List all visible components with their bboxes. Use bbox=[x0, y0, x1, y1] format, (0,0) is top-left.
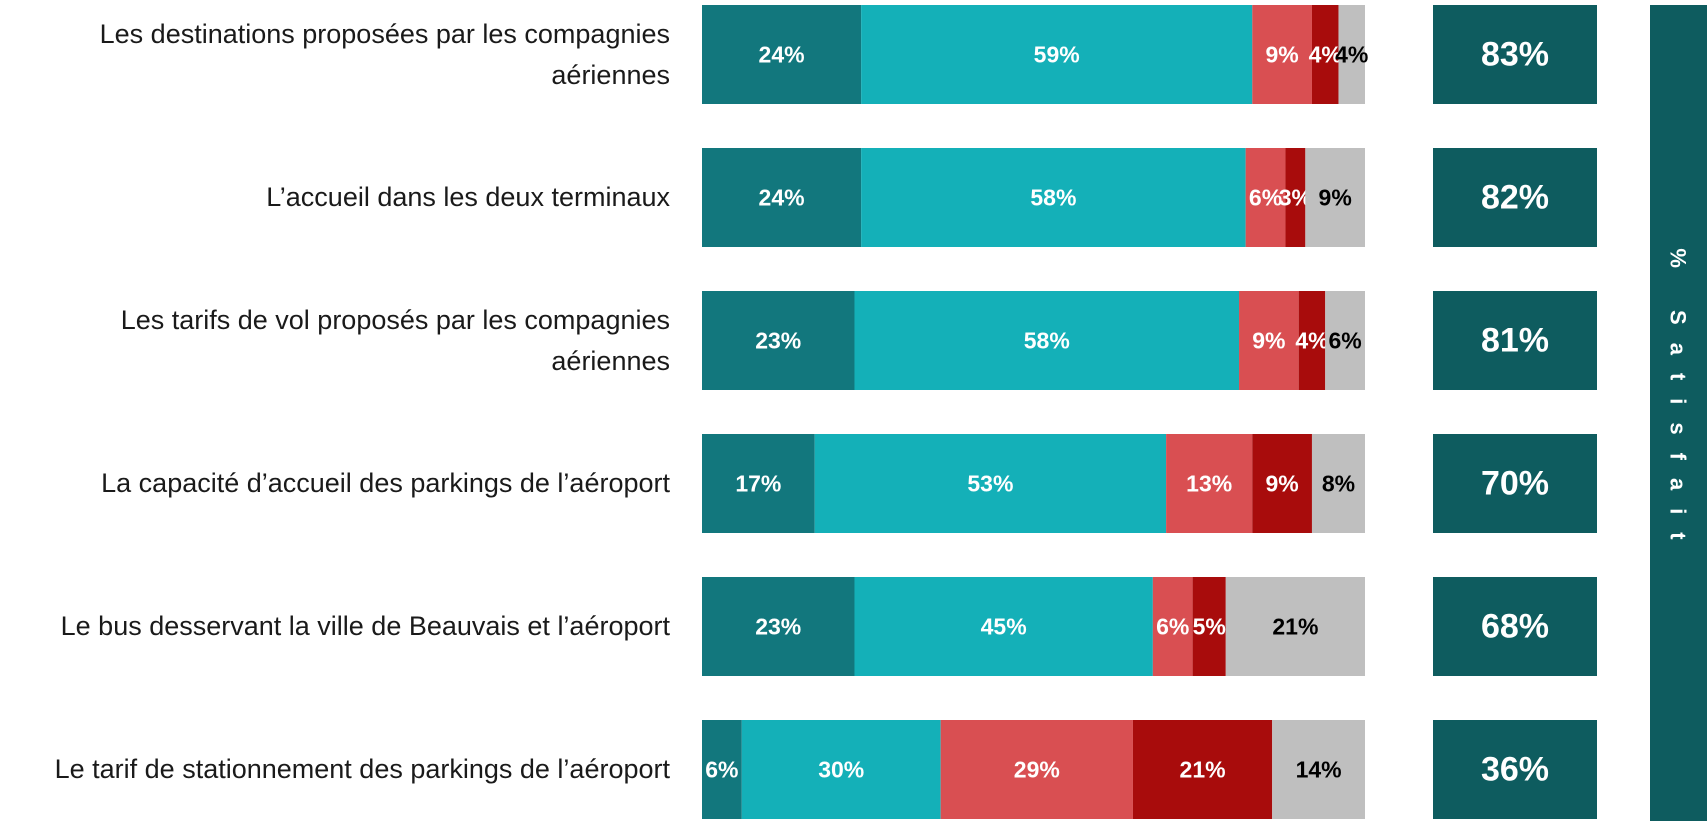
total-box bbox=[1433, 5, 1597, 104]
data-label: 30% bbox=[818, 757, 864, 783]
total-box bbox=[1433, 434, 1597, 533]
bar-segment bbox=[861, 148, 1246, 247]
bar-segment bbox=[1338, 5, 1365, 104]
data-label: 21% bbox=[1272, 614, 1318, 640]
totals-title: % Satisfait bbox=[1666, 248, 1691, 557]
data-label: 5% bbox=[1193, 614, 1226, 640]
data-label: 59% bbox=[1034, 42, 1080, 68]
total-label: 82% bbox=[1481, 179, 1549, 217]
category-label: Le bus desservant la ville de Beauvais e… bbox=[60, 611, 670, 641]
bar-segment bbox=[741, 720, 941, 819]
bar-segment bbox=[702, 577, 855, 676]
bar-segment bbox=[702, 720, 742, 819]
bar-segment bbox=[1311, 434, 1365, 533]
data-label: 9% bbox=[1319, 185, 1352, 211]
total-box bbox=[1433, 148, 1597, 247]
total-box bbox=[1433, 577, 1597, 676]
bar-segment bbox=[702, 434, 815, 533]
bar-segment bbox=[1245, 148, 1286, 247]
bar-segment bbox=[1252, 434, 1312, 533]
bar-segment bbox=[1298, 291, 1326, 390]
totals-banner bbox=[1650, 5, 1707, 821]
data-label: 21% bbox=[1180, 757, 1226, 783]
category-label: Le tarif de stationnement des parkings d… bbox=[54, 754, 670, 784]
data-label: 24% bbox=[759, 42, 805, 68]
data-label: 23% bbox=[755, 614, 801, 640]
bar-segment bbox=[1325, 291, 1365, 390]
data-label: 4% bbox=[1309, 42, 1342, 68]
data-label: 6% bbox=[1156, 614, 1189, 640]
bar-segment bbox=[940, 720, 1133, 819]
bar-segment bbox=[1166, 434, 1253, 533]
bar-segment bbox=[854, 291, 1240, 390]
data-label: 24% bbox=[759, 185, 805, 211]
total-label: 68% bbox=[1481, 608, 1549, 646]
data-label: 9% bbox=[1266, 471, 1299, 497]
data-label: 13% bbox=[1186, 471, 1232, 497]
bar-segment bbox=[1272, 720, 1365, 819]
data-label: 6% bbox=[1328, 328, 1361, 354]
data-label: 6% bbox=[1249, 185, 1282, 211]
data-label: 9% bbox=[1266, 42, 1299, 68]
data-label: 53% bbox=[967, 471, 1013, 497]
bar-segment bbox=[702, 148, 862, 247]
bar-segment bbox=[1311, 5, 1339, 104]
category-label: Les tarifs de vol proposés par les compa… bbox=[120, 304, 670, 376]
data-label: 17% bbox=[735, 471, 781, 497]
total-box bbox=[1433, 291, 1597, 390]
data-label: 45% bbox=[981, 614, 1027, 640]
total-label: 36% bbox=[1481, 751, 1549, 789]
bar-segment bbox=[854, 577, 1153, 676]
bar-segment bbox=[1225, 577, 1365, 676]
data-label: 8% bbox=[1322, 471, 1355, 497]
bar-segment bbox=[814, 434, 1167, 533]
total-label: 83% bbox=[1481, 36, 1549, 74]
category-label: Les destinations proposées par les compa… bbox=[99, 18, 670, 90]
data-label: 6% bbox=[705, 757, 738, 783]
bar-segment bbox=[861, 5, 1253, 104]
data-label: 58% bbox=[1024, 328, 1070, 354]
data-label: 23% bbox=[755, 328, 801, 354]
data-label: 4% bbox=[1335, 42, 1368, 68]
bar-segment bbox=[702, 291, 855, 390]
bar-segment bbox=[1305, 148, 1365, 247]
bar-segment bbox=[1252, 5, 1312, 104]
total-label: 70% bbox=[1481, 465, 1549, 503]
total-label: 81% bbox=[1481, 322, 1549, 360]
bar-segment bbox=[1239, 291, 1299, 390]
bar-segment bbox=[702, 5, 862, 104]
data-label: 14% bbox=[1296, 757, 1342, 783]
data-label: 4% bbox=[1295, 328, 1328, 354]
bar-segment bbox=[1285, 148, 1306, 247]
total-box bbox=[1433, 720, 1597, 819]
bar-segment bbox=[1132, 720, 1273, 819]
category-label: La capacité d’accueil des parkings de l’… bbox=[101, 468, 670, 498]
bar-segment bbox=[1192, 577, 1226, 676]
bar-segment bbox=[1152, 577, 1193, 676]
data-label: 29% bbox=[1014, 757, 1060, 783]
data-label: 9% bbox=[1252, 328, 1285, 354]
category-label: L’accueil dans les deux terminaux bbox=[266, 182, 670, 212]
data-label: 58% bbox=[1030, 185, 1076, 211]
